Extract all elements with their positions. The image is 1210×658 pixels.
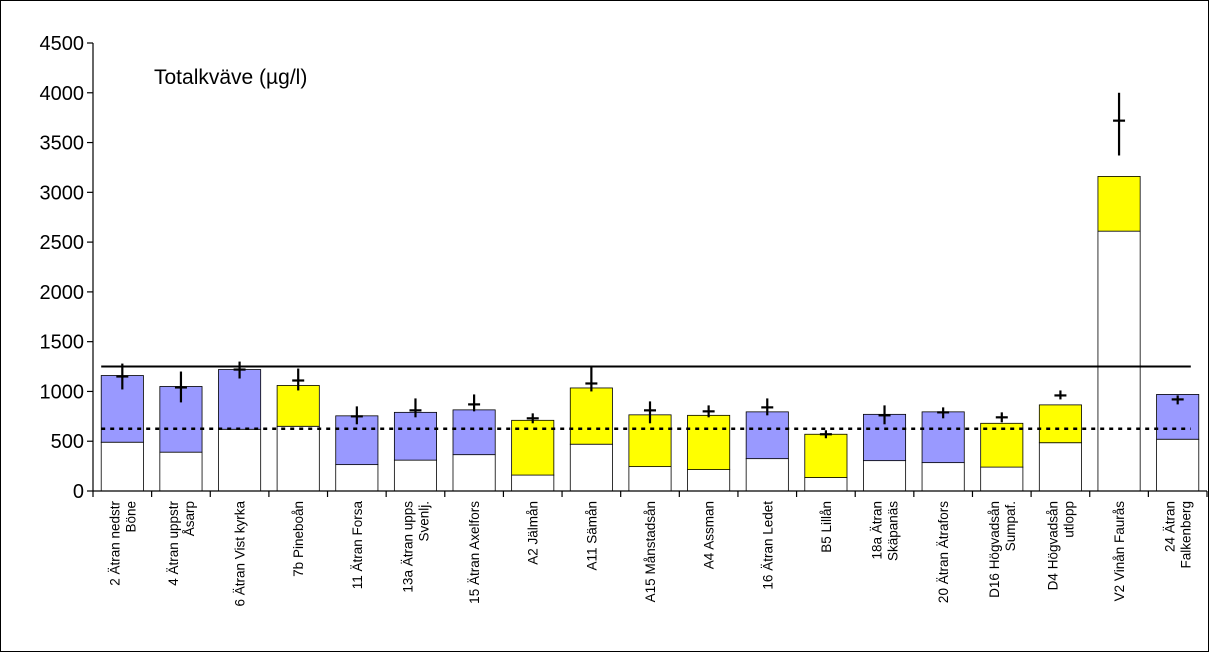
x-tick-label-line: 2 Ätran nedstr (107, 500, 122, 585)
bar-upper-segment (1038, 404, 1082, 444)
y-tick-label: 4500 (40, 33, 85, 55)
x-tick-label-line: Sumpaf. (1003, 501, 1018, 551)
x-tick-label: 20 Ätran Ätrafors (936, 501, 951, 603)
bar-upper-segment (687, 414, 731, 470)
x-tick-label-line: A4 Assman (702, 501, 717, 569)
bar-upper-segment (1097, 176, 1141, 232)
bar-upper-segment (452, 409, 496, 456)
x-tick-label-line: utlopp (1061, 501, 1076, 538)
bar-base-segment (452, 454, 496, 492)
bar-base-segment (100, 441, 144, 492)
x-tick-label: 2 Ätran nedstr Böne (107, 500, 138, 585)
axes-layer (92, 43, 1207, 492)
x-tick-label: D16 Högvadsån Sumpaf. (987, 501, 1018, 598)
bars-layer (100, 176, 1200, 492)
x-tick-label-line: 13a Ätran upps (400, 501, 415, 593)
bar-upper-segment (628, 414, 672, 468)
x-tick-label: B5 Lillån (819, 501, 834, 553)
x-tick-label: 18a Ätran Skäpanäs (870, 501, 901, 561)
x-tick-label: D4 Högvadsån utlopp (1045, 501, 1076, 590)
x-tick-label-line: 15 Ätran Axelfors (467, 501, 482, 604)
x-tick-label-line: A15 Månstadsån (643, 501, 658, 602)
x-tick-label: 24 Ätran Falkenberg (1163, 501, 1194, 569)
bar-base-segment (687, 469, 731, 492)
bar-upper-segment (1156, 394, 1200, 440)
x-tick-label-line: 7b Pineboån (291, 501, 306, 577)
bar-base-segment (1097, 230, 1141, 492)
x-tick-label: 13a Ätran upps Svenlj. (400, 501, 431, 593)
x-tick-label: V2 Vinån Faurås (1112, 501, 1127, 602)
reference-lines (101, 365, 1191, 431)
x-tick-label: A11 Sämån (584, 501, 599, 571)
x-tick-label-line: Böne (123, 501, 138, 533)
x-tick-label-line: V2 Vinån Faurås (1112, 501, 1127, 602)
x-tick-label-line: 18a Ätran (870, 501, 885, 560)
x-tick-label-line: A2 Jälmån (526, 501, 541, 565)
x-tick-label-line: 16 Ätran Ledet (760, 501, 775, 590)
y-tick-label: 2000 (40, 282, 85, 304)
x-tick-label-line: Falkenberg (1179, 501, 1194, 569)
x-tick-label-line: D4 Högvadsån (1045, 501, 1060, 590)
x-tick-label: 4 Ätran uppstr Åsarp (166, 500, 197, 585)
x-tick-label-line: Åsarp (182, 501, 197, 536)
bar-upper-segment (276, 385, 320, 427)
bar-base-segment (1038, 442, 1082, 492)
bar-upper-segment (569, 387, 613, 445)
bar-base-segment (1156, 438, 1200, 492)
bar-base-segment (159, 451, 203, 492)
x-tick-label-line: A11 Sämån (584, 501, 599, 571)
y-tick-label: 2500 (40, 232, 85, 254)
x-tick-label: A15 Månstadsån (643, 501, 658, 602)
bar-upper-segment (335, 415, 379, 466)
y-tick-label: 1500 (40, 332, 85, 354)
y-ticks: 0 500 1000 1500 2000 2500 3000 3500 4000 4500 (40, 33, 93, 503)
x-tick-label: 16 Ätran Ledet (760, 501, 775, 590)
chart-title: Totalkväve (µg/l) (154, 66, 307, 89)
bar-upper-segment (980, 422, 1024, 468)
x-tick-label-line: 4 Ätran uppstr (166, 500, 181, 585)
y-tick-label: 3500 (40, 133, 85, 155)
y-tick-label: 0 (73, 481, 84, 503)
x-tick-label: 7b Pineboån (291, 501, 306, 577)
y-tick-label: 1000 (40, 381, 85, 403)
x-tick-label-line: 6 Ätran Vist kyrka (233, 501, 248, 607)
bar-base-segment (511, 474, 555, 492)
x-tick-label-line: Svenlj. (416, 501, 431, 542)
x-tick-label: 15 Ätran Axelfors (467, 501, 482, 604)
x-tick-label: 11 Ätran Forsa (350, 501, 365, 590)
y-tick-label: 4000 (40, 83, 85, 105)
x-tick-label-line: 20 Ätran Ätrafors (936, 501, 951, 603)
x-tick-label: A4 Assman (702, 501, 717, 569)
bar-base-segment (569, 443, 613, 492)
bar-base-segment (276, 425, 320, 492)
bar-base-segment (804, 477, 848, 492)
bar-upper-segment (393, 411, 437, 461)
bar-base-segment (745, 458, 789, 492)
x-tick-label: 6 Ätran Vist kyrka (233, 501, 248, 607)
markers-layer (116, 92, 1184, 439)
y-tick-label: 3000 (40, 182, 85, 204)
bar-upper-segment (804, 433, 848, 478)
x-tick-label-line: D16 Högvadsån (987, 501, 1002, 598)
x-tick-label-line: 24 Ätran (1163, 501, 1178, 552)
bar-base-segment (628, 466, 672, 492)
x-tick-label-line: 11 Ätran Forsa (350, 501, 365, 590)
bar-base-segment (393, 459, 437, 492)
bar-upper-segment (921, 411, 965, 464)
bar-upper-segment (745, 411, 789, 460)
bar-base-segment (863, 460, 907, 492)
x-tick-label-line: B5 Lillån (819, 501, 834, 553)
bar-base-segment (335, 464, 379, 492)
x-tick-label-line: Skäpanäs (886, 501, 901, 561)
bar-base-segment (921, 462, 965, 492)
bar-base-segment (218, 428, 262, 492)
y-tick-label: 500 (51, 431, 84, 453)
bar-base-segment (980, 466, 1024, 492)
x-ticks: 2 Ätran nedstr Böne 4 Ätran uppstr Åsarp 6 Ä… (92, 491, 1208, 607)
x-tick-label: A2 Jälmån (526, 501, 541, 565)
